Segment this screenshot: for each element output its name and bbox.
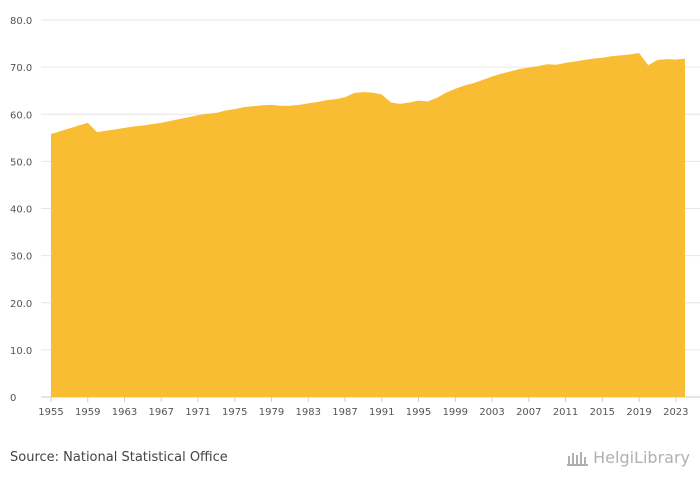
- x-tick-label: 2023: [663, 407, 688, 418]
- y-tick-label: 10.0: [10, 346, 32, 357]
- x-tick-label: 1991: [369, 407, 394, 418]
- x-tick-label: 1979: [259, 407, 284, 418]
- x-tick-label: 1955: [38, 407, 63, 418]
- x-tick-label: 1975: [222, 407, 247, 418]
- x-tick-label: 1963: [112, 407, 137, 418]
- y-axis: 0 10.0 20.0 30.0 40.0 50.0 60.0 70.0 80.0: [10, 16, 32, 404]
- brand-logo: HelgiLibrary: [567, 448, 690, 467]
- x-tick-label: 1999: [443, 407, 468, 418]
- x-tick-label: 2015: [590, 407, 615, 418]
- y-tick-label: 60.0: [10, 110, 32, 121]
- area-chart: 010.020.030.040.050.060.070.080.0 1955 19…: [10, 16, 700, 418]
- y-tick-label: 30.0: [10, 252, 32, 263]
- x-tick-label: 2003: [479, 407, 504, 418]
- y-tick-label: 40.0: [10, 205, 32, 216]
- y-tick-label: 50.0: [10, 157, 32, 168]
- x-axis: 1955 1959 1963 1967 1971 1975 1979 1983 1987 1991…: [38, 397, 689, 418]
- area-series: [51, 52, 685, 398]
- x-tick-label: 2011: [553, 407, 578, 418]
- x-tick-label: 2019: [626, 407, 651, 418]
- y-tick-label: 0: [10, 393, 16, 404]
- x-tick-label: 1959: [75, 407, 100, 418]
- y-tick-label: 20.0: [10, 299, 32, 310]
- y-tick-label: 70.0: [10, 63, 32, 74]
- area-fill: [51, 52, 685, 398]
- x-tick-label: 1983: [296, 407, 321, 418]
- brand-name: HelgiLibrary: [593, 448, 690, 467]
- x-tick-label: 1995: [406, 407, 431, 418]
- x-tick-label: 1971: [185, 407, 210, 418]
- x-tick-label: 2007: [516, 407, 541, 418]
- source-note: Source: National Statistical Office: [10, 450, 228, 465]
- y-tick-label: 80.0: [10, 16, 32, 27]
- x-tick-label: 1967: [149, 407, 174, 418]
- x-tick-label: 1987: [332, 407, 357, 418]
- library-icon: [567, 451, 589, 466]
